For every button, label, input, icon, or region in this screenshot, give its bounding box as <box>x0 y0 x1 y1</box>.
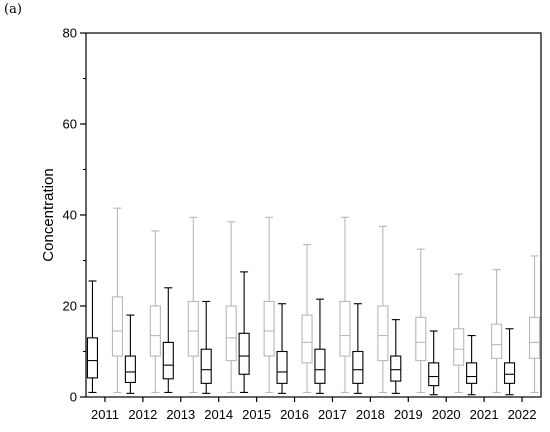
y-tick-label: 20 <box>63 299 77 314</box>
box-2011-s1 <box>111 207 124 394</box>
box-2011-s0 <box>86 280 99 394</box>
box-iqr <box>314 348 326 384</box>
y-tick-label: 80 <box>63 26 77 41</box>
box-iqr <box>466 362 478 384</box>
box-iqr <box>149 305 161 357</box>
box-iqr <box>503 362 516 384</box>
x-tick-label: 2011 <box>91 407 119 422</box>
panel-label: (a) <box>4 2 22 17</box>
y-tick-label: 60 <box>63 117 77 132</box>
box-2019-s0 <box>390 319 402 394</box>
x-tick-label: 2020 <box>432 407 461 422</box>
box-iqr <box>86 337 99 379</box>
box-2016-s1 <box>301 244 313 394</box>
axis-labels: 0 20 40 60 80 2011 2012 2013 2014 2015 2016 2017 201… <box>40 26 537 423</box>
box-iqr <box>390 355 402 382</box>
x-tick-label: 2019 <box>394 407 423 422</box>
x-tick-label: 2021 <box>470 407 499 422</box>
box-iqr <box>352 350 364 384</box>
x-tick-label: 2013 <box>166 407 195 422</box>
box-iqr <box>111 296 124 357</box>
box-iqr <box>162 341 174 380</box>
box-2021-s0 <box>466 335 478 396</box>
box-2017-s0 <box>314 298 326 394</box>
box-iqr <box>276 350 288 384</box>
boxes <box>86 207 541 396</box>
axes <box>80 32 542 402</box>
box-2019-s1 <box>415 248 427 394</box>
x-tick-label: 2022 <box>508 407 537 422</box>
box-2012-s0 <box>124 314 136 394</box>
box-iqr <box>200 348 212 384</box>
box-2014-s0 <box>200 300 212 394</box>
box-iqr <box>187 300 199 357</box>
x-tick-label: 2018 <box>356 407 385 422</box>
x-tick-label: 2014 <box>204 407 233 422</box>
y-tick-label: 40 <box>63 208 77 223</box>
box-2014-s1 <box>225 221 237 394</box>
box-2013-s1 <box>187 216 199 394</box>
box-iqr <box>528 316 541 359</box>
box-2016-s0 <box>276 303 288 394</box>
x-tick-label: 2015 <box>242 407 271 422</box>
box-2015-s1 <box>263 216 275 394</box>
box-iqr <box>301 314 313 364</box>
box-2012-s1 <box>149 230 161 394</box>
box-iqr <box>428 362 440 387</box>
box-2018-s1 <box>377 225 389 394</box>
box-2017-s1 <box>339 216 351 394</box>
x-tick-label: 2016 <box>280 407 309 422</box>
box-iqr <box>453 328 465 366</box>
box-2020-s0 <box>428 330 440 396</box>
box-iqr <box>377 305 389 362</box>
box-2018-s0 <box>352 303 364 394</box>
box-iqr <box>491 323 503 359</box>
y-tick-label: 0 <box>70 390 77 405</box>
box-iqr <box>225 305 237 362</box>
box-2015-s0 <box>238 271 250 394</box>
box-iqr <box>124 355 136 383</box>
box-2022-s1 <box>528 255 541 394</box>
box-iqr <box>415 316 427 362</box>
box-iqr <box>263 300 275 357</box>
box-iqr <box>238 332 250 375</box>
box-2020-s1 <box>453 273 465 394</box>
x-tick-label: 2017 <box>318 407 347 422</box>
x-tick-label: 2012 <box>128 407 157 422</box>
box-iqr <box>339 300 351 357</box>
y-axis-label: Concentration <box>40 168 57 261</box>
box-2022-s0 <box>503 328 516 396</box>
box-2013-s0 <box>162 287 174 394</box>
box-2021-s1 <box>491 269 503 394</box>
